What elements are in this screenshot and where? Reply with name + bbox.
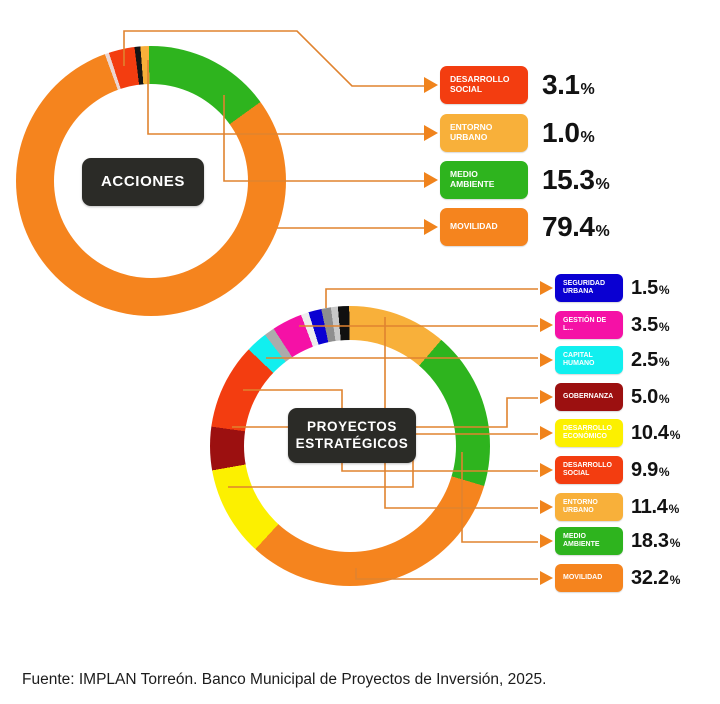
legend-chip: ENTORNO URBANO — [555, 493, 623, 521]
legend-chip: ENTORNO URBANO — [440, 114, 528, 152]
legend-value: 1.5% — [631, 276, 670, 299]
legend-row-seguridad-urbana: SEGURIDAD URBANA 1.5% — [540, 274, 670, 302]
leader-line-desarrollo-social-a — [123, 30, 424, 87]
legend-label: GESTIÓN DE L... — [563, 316, 607, 332]
legend-chip: CAPITAL HUMANO — [555, 346, 623, 374]
leader-line-seguridad-urbana — [325, 288, 538, 308]
legend-label: MOVILIDAD — [450, 221, 498, 232]
legend-value: 3.1% — [542, 69, 595, 100]
legend-row-medio-ambiente: MEDIO AMBIENTE 15.3% — [424, 161, 610, 199]
arrow-right-icon — [540, 281, 553, 295]
legend-row-medio-ambiente: MEDIO AMBIENTE 18.3% — [540, 527, 680, 555]
legend-label: DESARROLLO ECONÓMICO — [563, 424, 612, 440]
legend-label: MEDIO AMBIENTE — [563, 532, 600, 548]
source-note: Fuente: IMPLAN Torreón. Banco Municipal … — [22, 671, 547, 688]
legend-chip: SEGURIDAD URBANA — [555, 274, 623, 302]
arrow-right-icon — [424, 125, 438, 141]
leader-line-medio-ambiente-a — [223, 95, 424, 182]
legend-chip: MEDIO AMBIENTE — [440, 161, 528, 199]
arrow-right-icon — [424, 219, 438, 235]
legend-value: 1.0% — [542, 117, 595, 148]
legend-row-desarrollo-economico: DESARROLLO ECONÓMICO 10.4% — [540, 419, 680, 447]
legend-value: 2.5% — [631, 348, 670, 371]
legend-chip: MOVILIDAD — [440, 208, 528, 246]
legend-row-capital-humano: CAPITAL HUMANO 2.5% — [540, 346, 670, 374]
leader-line-medio-ambiente-b — [461, 452, 538, 543]
arrow-right-icon — [540, 500, 553, 514]
legend-row-gobernanza: GOBERNANZA 5.0% — [540, 383, 670, 411]
legend-chip: DESARROLLO SOCIAL — [555, 456, 623, 484]
leader-line-movilidad-b — [355, 568, 538, 580]
legend-value: 15.3% — [542, 164, 610, 195]
legend-row-movilidad: MOVILIDAD 79.4% — [424, 208, 610, 246]
arrow-right-icon — [540, 534, 553, 548]
legend-label: CAPITAL HUMANO — [563, 351, 595, 367]
legend-label: DESARROLLO SOCIAL — [450, 74, 510, 94]
chart-title-acciones: ACCIONES — [82, 158, 204, 206]
legend-label: GOBERNANZA — [563, 392, 614, 400]
legend-chip: DESARROLLO SOCIAL — [440, 66, 528, 104]
legend-label: ENTORNO URBANO — [563, 498, 598, 514]
legend-chip: MOVILIDAD — [555, 564, 623, 592]
legend-row-entorno-urbano: ENTORNO URBANO 1.0% — [424, 114, 595, 152]
legend-row-entorno-urbano: ENTORNO URBANO 11.4% — [540, 493, 679, 521]
legend-value: 18.3% — [631, 529, 681, 552]
legend-label: MOVILIDAD — [563, 573, 603, 581]
arrow-right-icon — [424, 172, 438, 188]
leader-line-entorno-urbano-b — [384, 317, 538, 509]
arrow-right-icon — [540, 318, 553, 332]
legend-value: 3.5% — [631, 313, 670, 336]
legend-value: 32.2% — [631, 566, 681, 589]
legend-chip: GESTIÓN DE L... — [555, 311, 623, 339]
legend-chip: GOBERNANZA — [555, 383, 623, 411]
donut-chart-proyectos — [210, 306, 490, 586]
legend-label: DESARROLLO SOCIAL — [563, 461, 612, 477]
arrow-right-icon — [540, 463, 553, 477]
legend-chip: DESARROLLO ECONÓMICO — [555, 419, 623, 447]
legend-row-desarrollo-social: DESARROLLO SOCIAL 9.9% — [540, 456, 670, 484]
leader-line-entorno-urbano-a — [147, 60, 424, 135]
legend-value: 79.4% — [542, 211, 610, 242]
legend-value: 9.9% — [631, 458, 670, 481]
legend-row-movilidad: MOVILIDAD 32.2% — [540, 564, 680, 592]
legend-value: 10.4% — [631, 421, 681, 444]
legend-value: 11.4% — [631, 495, 679, 518]
arrow-right-icon — [540, 571, 553, 585]
arrow-right-icon — [540, 353, 553, 367]
legend-label: ENTORNO URBANO — [450, 122, 493, 142]
legend-value: 5.0% — [631, 385, 670, 408]
legend-row-desarrollo-social: DESARROLLO SOCIAL 3.1% — [424, 66, 595, 104]
chart-title-proyectos: PROYECTOS ESTRATÉGICOS — [288, 408, 416, 463]
arrow-right-icon — [540, 390, 553, 404]
legend-row-gestion: GESTIÓN DE L... 3.5% — [540, 311, 670, 339]
arrow-right-icon — [424, 77, 438, 93]
legend-label: SEGURIDAD URBANA — [563, 279, 606, 295]
arrow-right-icon — [540, 426, 553, 440]
legend-chip: MEDIO AMBIENTE — [555, 527, 623, 555]
legend-label: MEDIO AMBIENTE — [450, 169, 495, 189]
